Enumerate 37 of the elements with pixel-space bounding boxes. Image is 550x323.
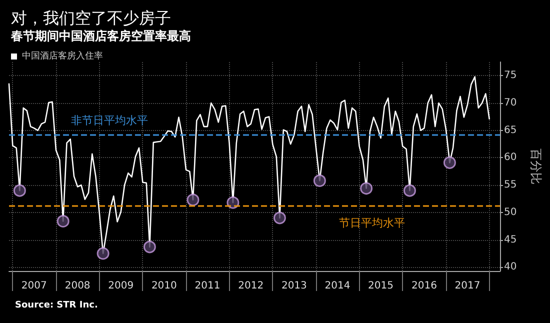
x-tick-label: 2017 (454, 280, 480, 292)
point (360, 182, 373, 195)
point (143, 240, 156, 254)
legend-label: 中国酒店客房入住率 (22, 50, 103, 62)
point (313, 174, 326, 187)
ref-line-label: 节日平均水平 (339, 216, 405, 230)
y-tick-label: 40 (504, 262, 517, 273)
y-tick-label: 75 (504, 70, 517, 82)
y-tick-label: 50 (504, 206, 517, 218)
point (443, 156, 456, 169)
point (273, 212, 286, 224)
point (186, 194, 200, 206)
y-tick-label: 55 (504, 180, 517, 191)
x-tick-label: 2011 (194, 280, 220, 292)
y-tick-label: 60 (504, 152, 517, 164)
x-tick-label: 2009 (108, 280, 134, 292)
y-tick-label: 70 (504, 98, 517, 109)
y-axis-title: 百分比 (529, 148, 543, 184)
ref-line-label: 非节日平均水平 (71, 114, 148, 127)
x-tick-label: 2016 (411, 280, 437, 292)
point (13, 184, 26, 197)
chart-subtitle: 春节期间中国酒店客房空置率最高 (10, 29, 191, 43)
y-tick-label: 45 (504, 234, 517, 246)
point (96, 247, 110, 260)
x-tick-label: 2013 (281, 280, 307, 292)
x-tick-label: 2012 (238, 280, 264, 292)
x-tick-label: 2007 (21, 280, 47, 292)
x-tick-label: 2015 (368, 280, 394, 292)
point (56, 214, 70, 228)
x-tick-label: 2008 (64, 280, 90, 292)
source-note: Source: STR Inc. (15, 300, 98, 310)
x-tick-label: 2014 (324, 280, 350, 292)
point (226, 196, 240, 209)
x-tick-label: 2010 (151, 280, 177, 292)
chart-title: 对，我们空了不少房子 (11, 8, 171, 28)
y-tick-label: 65 (504, 124, 517, 136)
point (403, 184, 416, 197)
